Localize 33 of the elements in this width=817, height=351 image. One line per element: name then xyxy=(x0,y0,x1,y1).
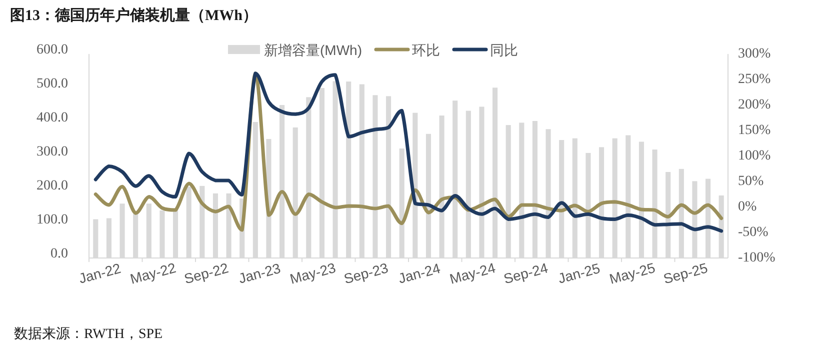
y2-tick-label: -50% xyxy=(738,225,769,240)
y-tick-label: 0.0 xyxy=(50,246,68,262)
y2-tick-label: 200% xyxy=(738,98,771,112)
y-tick-label: 500.0 xyxy=(36,76,68,92)
y-tick-label: 100.0 xyxy=(36,212,68,228)
x-tick-label: May-23 xyxy=(288,259,338,287)
legend-label: 新增容量(MWh) xyxy=(264,42,362,58)
x-tick-label: Sep-23 xyxy=(342,260,390,287)
y2-tick-label: 0% xyxy=(738,200,757,214)
x-tick-label: May-24 xyxy=(448,259,498,287)
x-tick-label: May-22 xyxy=(128,259,178,287)
y2-tick-label: 300% xyxy=(738,46,771,62)
x-tick-label: Sep-25 xyxy=(662,260,710,287)
y2-tick-label: 250% xyxy=(738,72,771,87)
x-tick-label: Sep-24 xyxy=(502,260,550,287)
legend-label: 环比 xyxy=(412,42,440,58)
legend-label: 同比 xyxy=(490,42,518,58)
x-tick-label: Jan-24 xyxy=(396,260,442,286)
y-tick-label: 200.0 xyxy=(36,178,68,194)
y-tick-label: 300.0 xyxy=(36,144,68,160)
x-tick-label: May-25 xyxy=(608,259,658,287)
x-tick-label: Sep-22 xyxy=(182,260,230,287)
chart-title: 图13：德国历年户储装机量（MWh） xyxy=(10,6,258,24)
y2-tick-label: 50% xyxy=(738,174,764,189)
y-tick-label: 600.0 xyxy=(36,42,68,58)
y2-tick-label: -100% xyxy=(738,250,776,266)
y2-tick-label: 150% xyxy=(738,123,771,138)
y-tick-label: 400.0 xyxy=(36,110,68,126)
x-tick-label: Jan-22 xyxy=(76,260,123,286)
x-tick-label: Jan-23 xyxy=(236,260,282,286)
source-note: 数据来源：RWTH，SPE xyxy=(14,326,163,342)
x-tick-label: Jan-25 xyxy=(556,260,602,286)
y2-tick-label: 100% xyxy=(738,148,771,164)
